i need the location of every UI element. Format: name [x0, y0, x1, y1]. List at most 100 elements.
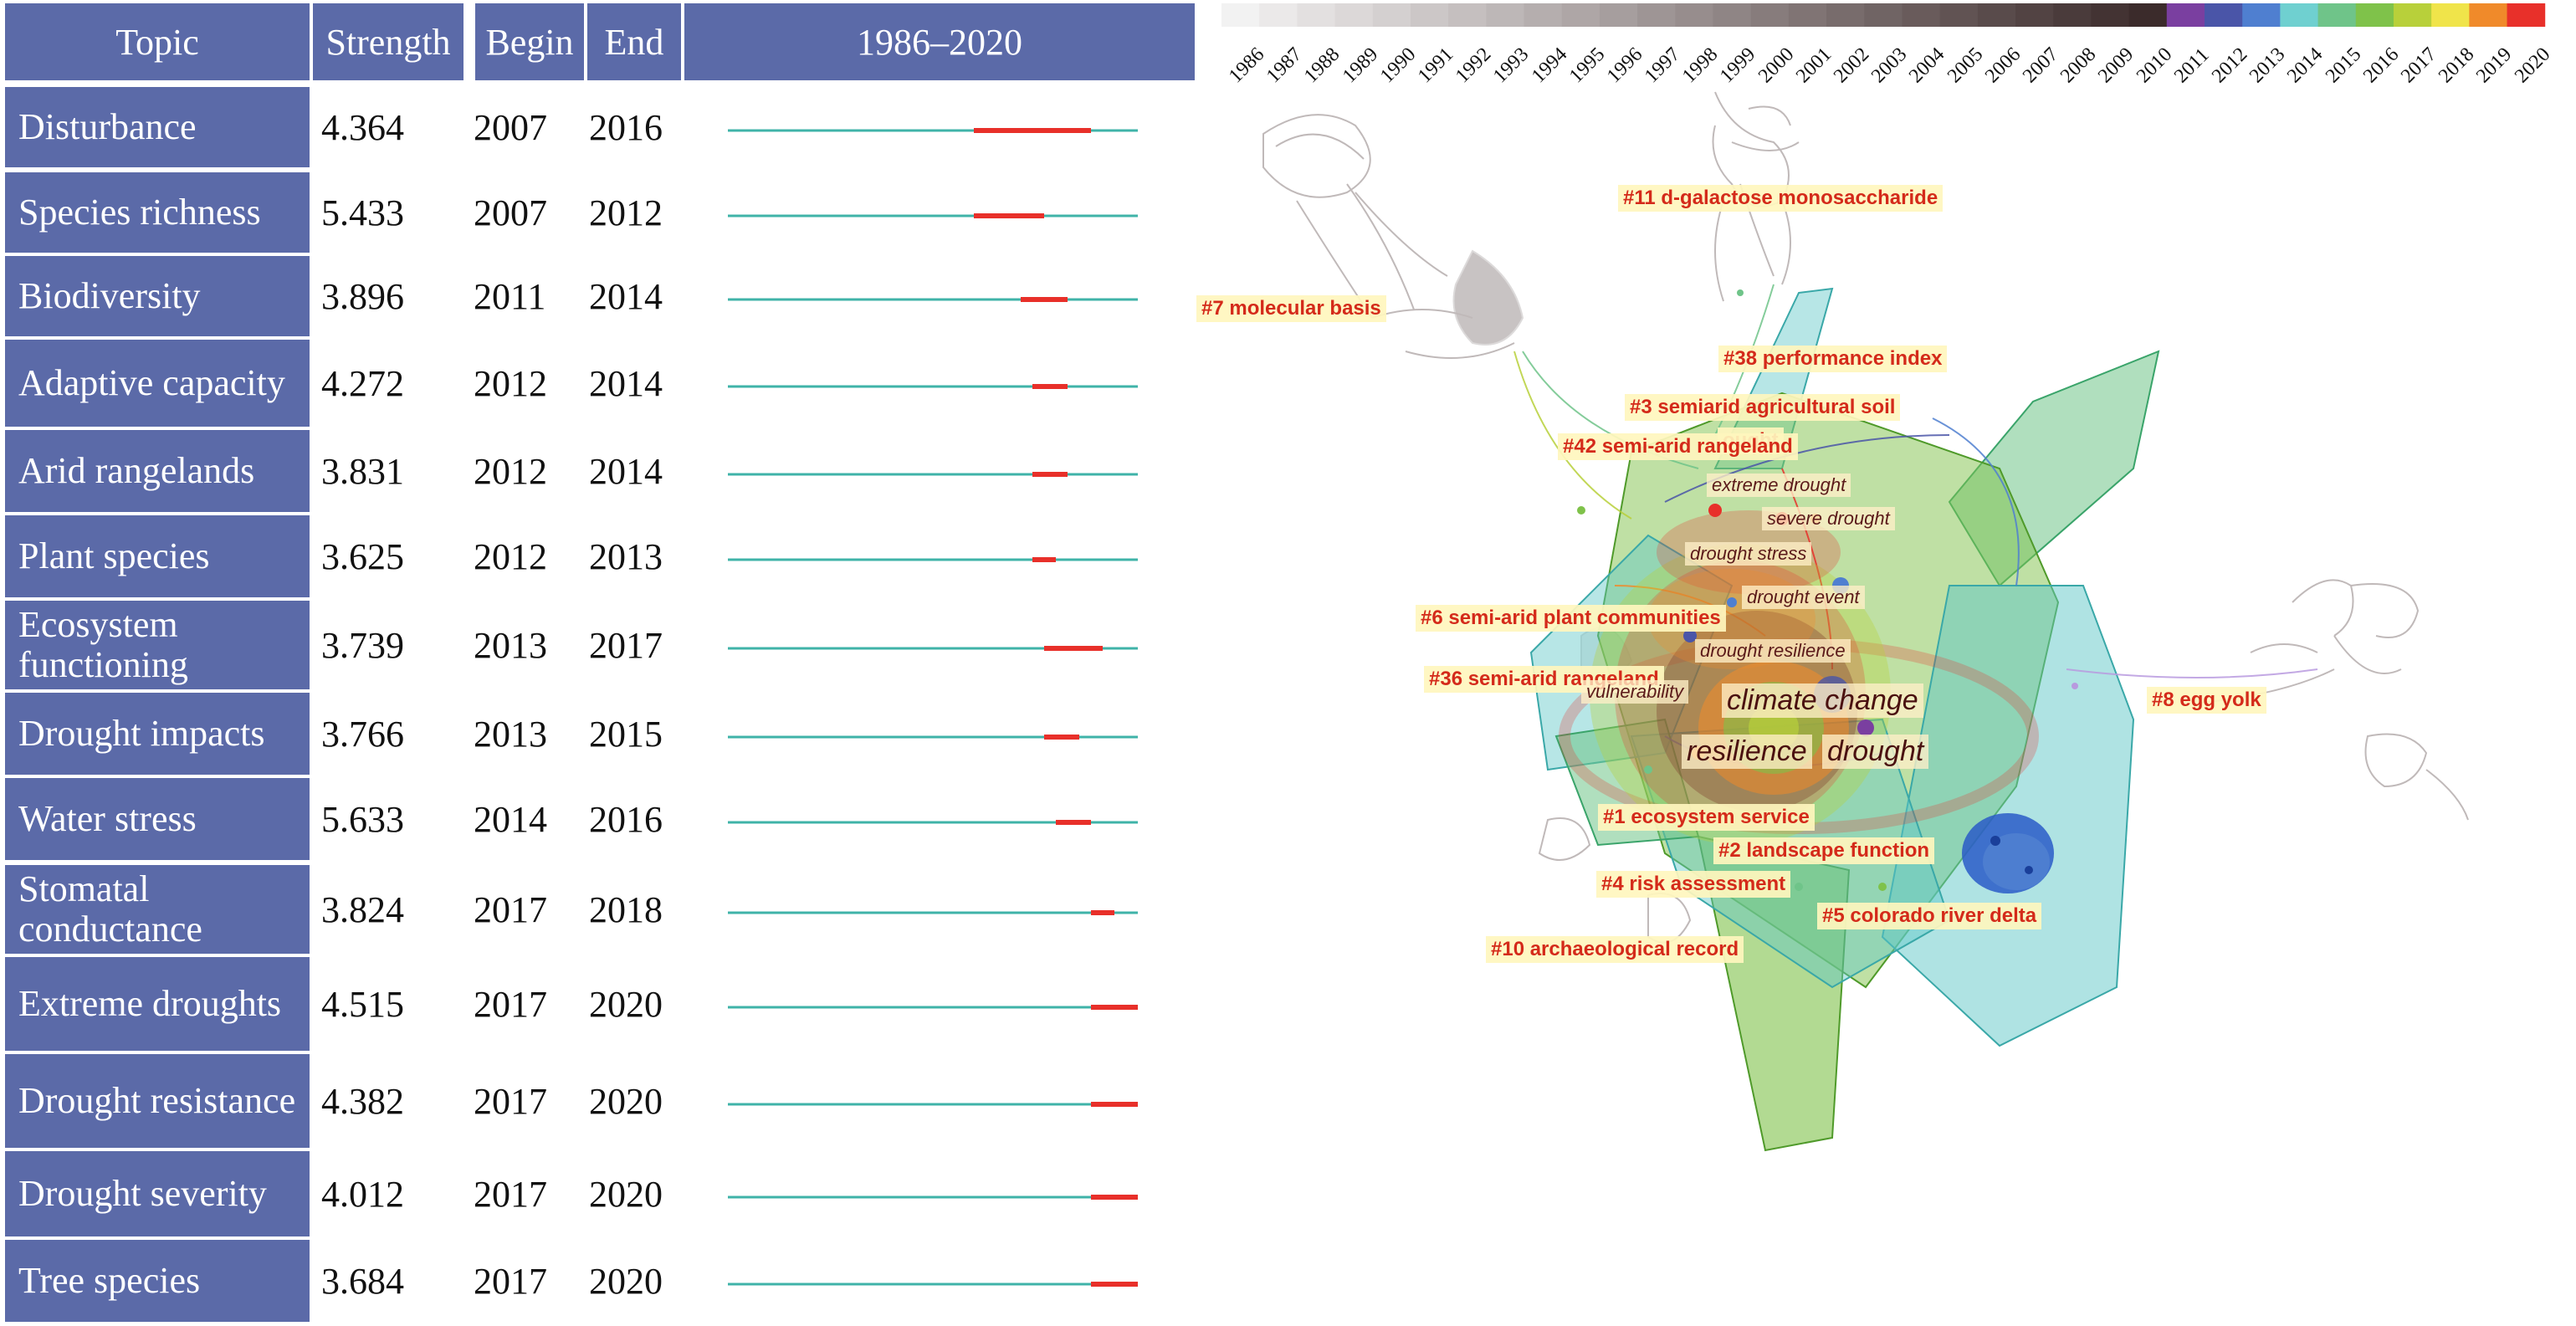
satellite-cluster-molecular-basis: [1262, 114, 1524, 359]
cluster-label-3: #3 semiarid agricultural soil: [1625, 394, 1901, 421]
burst-timeline: [728, 646, 1138, 651]
burst-timeline: [728, 910, 1138, 915]
strength-cell: 3.684: [321, 1260, 404, 1302]
topic-cell: Extreme droughts: [5, 957, 310, 1051]
legend-swatch: [1599, 3, 1638, 27]
cluster-label-10: #10 archaeological record: [1486, 936, 1744, 963]
cluster-label-1: #1 ecosystem service: [1598, 804, 1815, 831]
end-cell: 2017: [589, 624, 663, 666]
legend-swatch: [1864, 3, 1903, 27]
cluster-label-11: #11 d-galactose monosaccharide: [1618, 185, 1944, 212]
colorado-river-delta-cluster: [1962, 813, 2054, 893]
strength-cell: 4.364: [321, 106, 404, 148]
table-row: Arid rangelands 3.831 2012 2014: [0, 430, 1196, 512]
keyword-extreme-drought: extreme drought: [1707, 474, 1851, 497]
burst-timeline: [728, 472, 1138, 477]
legend-swatch: [1675, 3, 1713, 27]
topic-cell: Species richness: [5, 172, 310, 253]
topic-cell: Stomatal conductance: [5, 865, 310, 954]
table-row: Ecosystem functioning 3.739 2013 2017: [0, 601, 1196, 689]
burst-timeline: [728, 1195, 1138, 1200]
cluster-label-2: #2 landscape function: [1713, 837, 1935, 864]
strength-cell: 3.766: [321, 713, 404, 755]
begin-cell: 2007: [474, 106, 547, 148]
topic-cell: Disturbance: [5, 87, 310, 167]
legend-swatch: [1561, 3, 1600, 27]
topic-cell: Drought resistance: [5, 1054, 310, 1148]
strength-cell: 4.382: [321, 1080, 404, 1122]
cluster-network: #11 d-galactose monosaccharide #7 molecu…: [1196, 0, 2576, 1326]
legend-swatch: [2091, 3, 2130, 27]
keyword-drought-event: drought event: [1742, 586, 1865, 609]
burst-timeline: [728, 384, 1138, 389]
strength-cell: 4.272: [321, 362, 404, 404]
begin-cell: 2013: [474, 713, 547, 755]
legend-swatch: [1524, 3, 1563, 27]
legend-swatch: [2317, 3, 2357, 27]
legend-swatch: [1297, 3, 1336, 27]
table-row: Extreme droughts 4.515 2017 2020: [0, 957, 1196, 1051]
end-cell: 2020: [589, 1080, 663, 1122]
keyword-drought-stress: drought stress: [1685, 542, 1812, 566]
keyword-severe-drought: severe drought: [1762, 507, 1895, 530]
cluster-label-38: #38 performance index: [1718, 346, 1948, 372]
keyword-resilience: resilience: [1682, 735, 1812, 769]
burst-timeline: [728, 820, 1138, 825]
end-cell: 2015: [589, 713, 663, 755]
header-year-range: 1986–2020: [684, 3, 1195, 80]
burst-timeline: [728, 1102, 1138, 1107]
burst-timeline: [728, 128, 1138, 133]
legend-swatch: [1637, 3, 1676, 27]
begin-cell: 2012: [474, 535, 547, 577]
topic-cell: Tree species: [5, 1240, 310, 1322]
legend-swatch: [2166, 3, 2205, 27]
legend-swatch: [2431, 3, 2470, 27]
topic-cell: Biodiversity: [5, 256, 310, 336]
table-row: Water stress 5.633 2014 2016: [0, 778, 1196, 860]
end-cell: 2016: [589, 106, 663, 148]
burst-timeline: [728, 1282, 1138, 1287]
strength-cell: 4.012: [321, 1173, 404, 1215]
end-cell: 2020: [589, 983, 663, 1025]
end-cell: 2018: [589, 888, 663, 930]
burst-timeline: [728, 735, 1138, 740]
table-row: Biodiversity 3.896 2011 2014: [0, 256, 1196, 336]
keyword-drought-resilience: drought resilience: [1695, 639, 1851, 663]
legend-swatch: [1410, 3, 1449, 27]
header-strength: Strength: [313, 3, 463, 80]
legend-swatch: [2242, 3, 2281, 27]
cluster-label-8: #8 egg yolk: [2147, 687, 2266, 714]
legend-swatch: [1221, 3, 1260, 27]
strength-cell: 3.739: [321, 624, 404, 666]
begin-cell: 2017: [474, 1173, 547, 1215]
legend-swatch: [1372, 3, 1411, 27]
topic-cell: Drought impacts: [5, 693, 310, 775]
strength-cell: 3.896: [321, 275, 404, 317]
table-row: Tree species 3.684 2017 2020: [0, 1240, 1196, 1322]
topic-cell: Ecosystem functioning: [5, 601, 310, 689]
end-cell: 2014: [589, 450, 663, 492]
cluster-label-6: #6 semi-arid plant communities: [1416, 605, 1726, 632]
begin-cell: 2017: [474, 1260, 547, 1302]
begin-cell: 2017: [474, 888, 547, 930]
legend-swatch: [2393, 3, 2432, 27]
end-cell: 2013: [589, 535, 663, 577]
network-nodes: [1577, 289, 2078, 891]
header-topic: Topic: [5, 3, 310, 80]
table-row: Adaptive capacity 4.272 2012 2014: [0, 340, 1196, 427]
citation-burst-table: Topic Strength Begin End 1986–2020 Distu…: [0, 0, 1196, 1326]
cluster-label-4: #4 risk assessment: [1596, 871, 1791, 898]
legend-swatch: [2507, 3, 2546, 27]
end-cell: 2014: [589, 362, 663, 404]
topic-cell: Water stress: [5, 778, 310, 860]
keyword-vulnerability: vulnerability: [1581, 680, 1689, 704]
cluster-label-5: #5 colorado river delta: [1817, 903, 2042, 929]
burst-timeline: [728, 213, 1138, 218]
legend-swatch: [2015, 3, 2054, 27]
legend-swatch: [1750, 3, 1790, 27]
legend-swatch: [1977, 3, 2016, 27]
strength-cell: 3.831: [321, 450, 404, 492]
burst-timeline: [728, 557, 1138, 562]
legend-swatch: [1713, 3, 1752, 27]
strength-cell: 5.633: [321, 798, 404, 840]
